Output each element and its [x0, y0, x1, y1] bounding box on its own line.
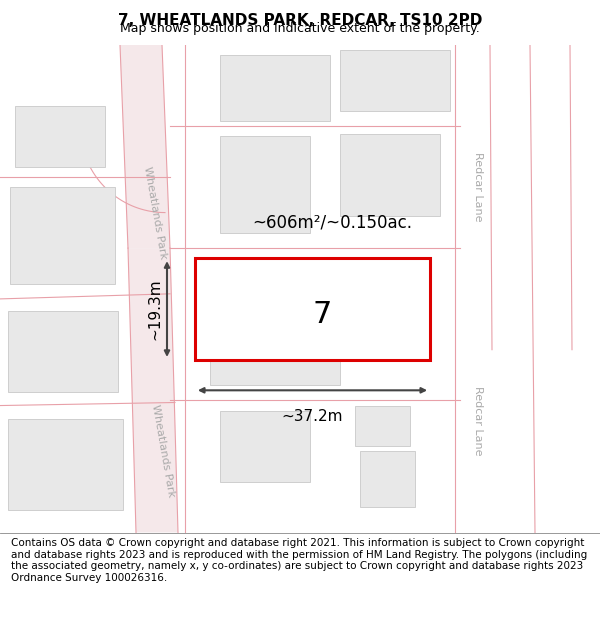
- Bar: [340, 50, 450, 111]
- Text: ~19.3m: ~19.3m: [147, 278, 162, 340]
- Bar: [220, 136, 310, 233]
- Text: 7: 7: [313, 299, 332, 329]
- Bar: [195, 258, 430, 360]
- Bar: [220, 55, 330, 121]
- Bar: [355, 406, 410, 446]
- Bar: [10, 188, 115, 284]
- Text: Wheatlands Park: Wheatlands Park: [150, 404, 176, 498]
- Bar: [210, 274, 340, 385]
- Text: ~606m²/~0.150ac.: ~606m²/~0.150ac.: [253, 214, 413, 232]
- Text: ~37.2m: ~37.2m: [282, 409, 343, 424]
- Bar: [340, 134, 440, 216]
- Text: 7, WHEATLANDS PARK, REDCAR, TS10 2PD: 7, WHEATLANDS PARK, REDCAR, TS10 2PD: [118, 12, 482, 28]
- Text: Contains OS data © Crown copyright and database right 2021. This information is : Contains OS data © Crown copyright and d…: [11, 538, 587, 583]
- Polygon shape: [120, 45, 170, 248]
- Text: Map shows position and indicative extent of the property.: Map shows position and indicative extent…: [120, 22, 480, 35]
- Text: Wheatlands Park: Wheatlands Park: [142, 166, 168, 260]
- Text: Redcar Lane: Redcar Lane: [473, 152, 483, 222]
- Bar: [220, 411, 310, 482]
- Bar: [15, 106, 105, 167]
- Text: Redcar Lane: Redcar Lane: [473, 386, 483, 456]
- Bar: [8, 419, 123, 510]
- Bar: [8, 311, 118, 392]
- Bar: [360, 451, 415, 507]
- Polygon shape: [128, 248, 178, 532]
